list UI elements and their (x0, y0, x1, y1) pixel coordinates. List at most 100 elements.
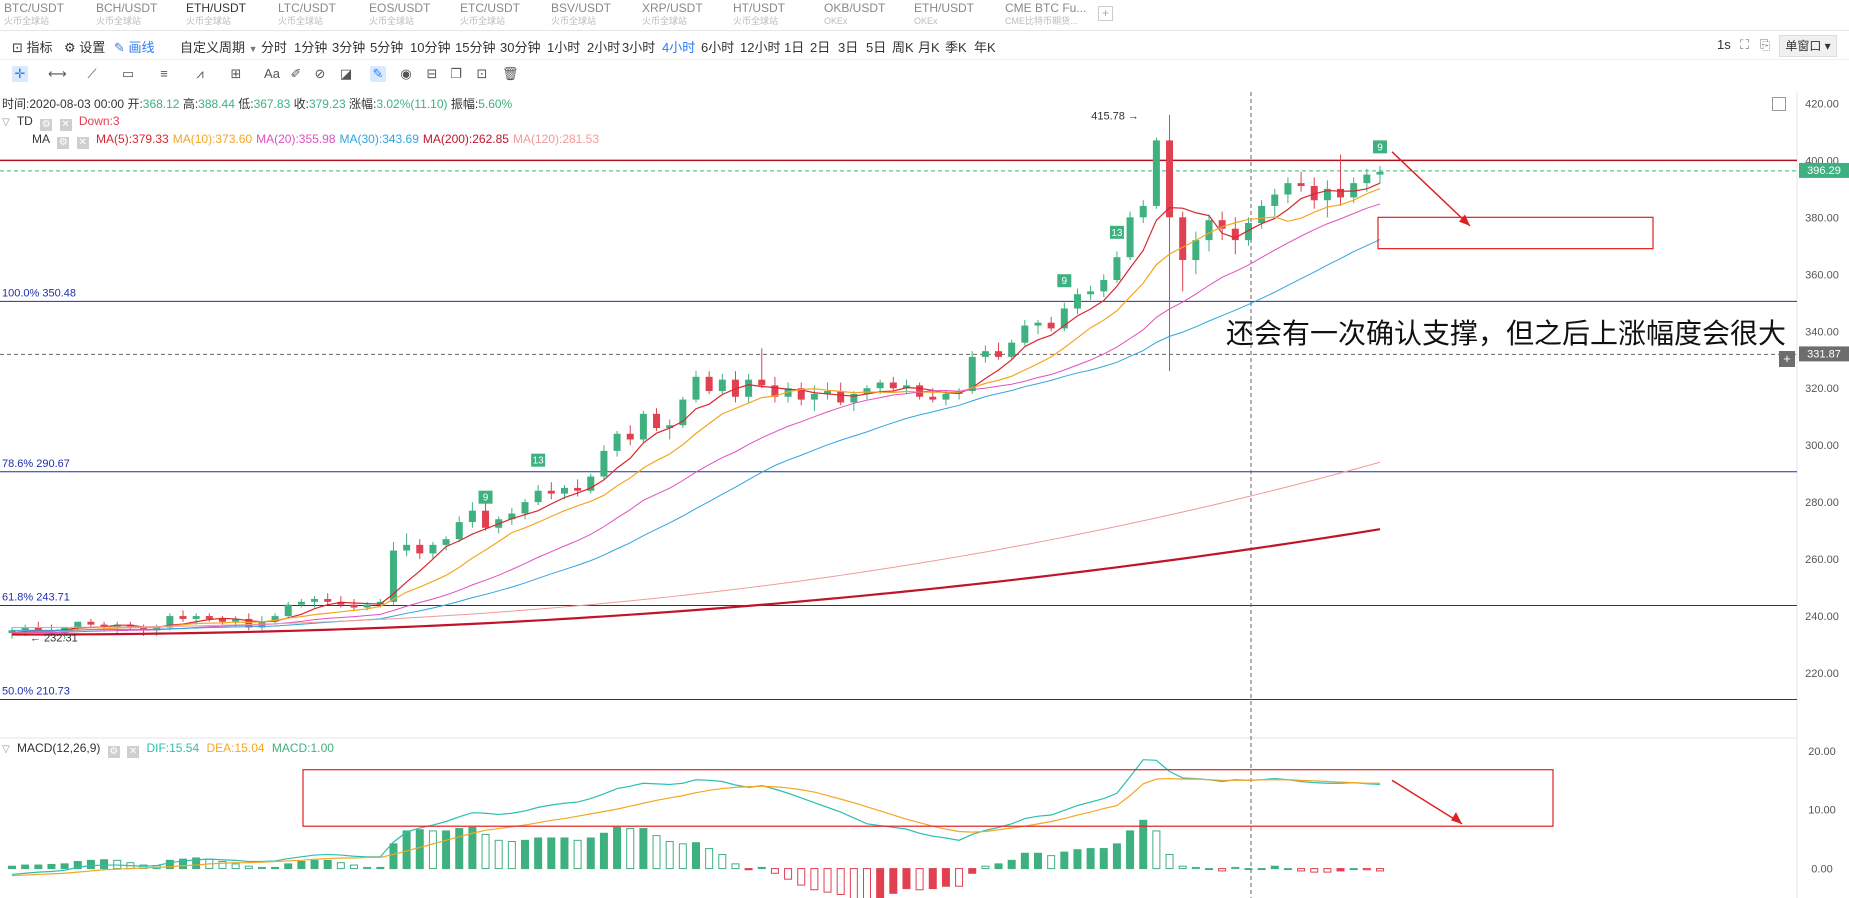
period-18[interactable]: 月K (918, 40, 940, 55)
magnet-tool-icon[interactable]: ⊘ (314, 66, 326, 81)
period-14[interactable]: 2日 (810, 40, 831, 55)
settings-button[interactable]: ⚙ 设置 (64, 37, 105, 56)
fib-label: 100.0% 350.48 (2, 287, 76, 299)
candle-body (639, 413, 647, 440)
tab-9[interactable]: OKB/USDT OKEx (824, 2, 885, 28)
tab-0[interactable]: BTC/USDT 火币全球站 (4, 2, 64, 28)
period-12[interactable]: 12小时 (740, 40, 781, 55)
add-alert-icon[interactable]: + (1779, 351, 1795, 367)
open-label: 开: (127, 97, 143, 111)
period-8[interactable]: 2小时 (587, 40, 621, 55)
td-name: TD (16, 114, 33, 128)
period-11[interactable]: 6小时 (701, 40, 735, 55)
tab-2[interactable]: ETH/USDT 火币全球站 (186, 2, 246, 28)
tab-4[interactable]: EOS/USDT 火币全球站 (369, 2, 430, 28)
candle-body (113, 624, 121, 628)
tab-10[interactable]: ETH/USDT OKEx (914, 2, 974, 28)
period-5[interactable]: 15分钟 (455, 40, 496, 55)
period-13[interactable]: 1日 (784, 40, 805, 55)
measure-tool-icon[interactable]: ⊞ (230, 66, 242, 81)
tab-3[interactable]: LTC/USDT 火币全球站 (278, 2, 336, 28)
candle-body (1166, 140, 1174, 218)
tab-7[interactable]: XRP/USDT 火币全球站 (642, 2, 703, 28)
pen-icon: ✎ (114, 40, 125, 55)
tab-11[interactable]: CME BTC Fu... CME比特币期货... (1005, 2, 1086, 28)
macd-bar (257, 866, 266, 870)
candle-body (350, 604, 358, 608)
period-19[interactable]: 季K (945, 40, 967, 55)
period-1[interactable]: 1分钟 (294, 40, 328, 55)
candle-body (218, 618, 226, 622)
text-tool-icon[interactable]: Aa (264, 66, 280, 81)
macd-bar (941, 868, 950, 887)
cross-price-tag (1799, 346, 1849, 362)
tab-8[interactable]: HT/USDT 火币全球站 (733, 2, 785, 28)
template-tool-icon[interactable]: ⊡ (476, 66, 488, 81)
custom-period-select[interactable]: 自定义周期 ▼ (180, 37, 258, 56)
period-4[interactable]: 10分钟 (410, 40, 451, 55)
screenshot-icon[interactable]: ⎘ (1760, 37, 1771, 52)
lock-tool-icon[interactable]: ⊟ (426, 66, 438, 81)
macd-bar (823, 868, 832, 893)
candle-body (1126, 217, 1134, 258)
period-9[interactable]: 3小时 (622, 40, 656, 55)
brush-tool-icon[interactable]: ✐ (290, 66, 302, 81)
wave-tool-icon[interactable]: ⩘ (196, 66, 204, 81)
price-tick-label: 320.00 (1805, 383, 1839, 395)
macd-legend: ▽ MACD(12,26,9) ⚙ ✕ DIF:15.54 DEA:15.04 … (2, 741, 338, 758)
crosshair-tool-icon[interactable]: ✛ (12, 66, 28, 82)
current-price-tag-label: 396.29 (1807, 165, 1841, 177)
tab-1[interactable]: BCH/USDT 火币全球站 (96, 2, 157, 28)
price-tick-label: 360.00 (1805, 269, 1839, 281)
period-toolbar: ⊡ 指标 ⚙ 设置 ✎ 画线 自定义周期 ▼ 分时 1分钟 3分钟 5分钟 10分钟 15… (0, 31, 1849, 60)
macd-arrow (1391, 779, 1463, 825)
gear-icon[interactable]: ⚙ (107, 746, 120, 758)
trend-line-tool-icon[interactable]: ⟋ (87, 66, 97, 81)
refresh-rate[interactable]: 1s (1717, 37, 1731, 52)
horizontal-line-tool-icon[interactable]: ⟷ (48, 66, 67, 81)
macd-bar (560, 837, 569, 870)
tab-label: OKB/USDT (824, 1, 886, 15)
period-7[interactable]: 1小时 (547, 40, 581, 55)
macd-bar (73, 861, 82, 870)
tab-6[interactable]: BSV/USDT 火币全球站 (551, 2, 611, 28)
period-0[interactable]: 分时 (261, 40, 288, 55)
candle-body (942, 393, 950, 400)
candle-body (192, 616, 200, 619)
close-icon[interactable]: ✕ (127, 746, 140, 758)
macd-bar (1297, 868, 1306, 872)
ruler-tool-icon[interactable]: ◪ (339, 66, 353, 81)
tab-5[interactable]: ETC/USDT 火币全球站 (460, 2, 520, 28)
macd-bar (928, 868, 937, 890)
period-6[interactable]: 30分钟 (500, 40, 541, 55)
period-20[interactable]: 年K (974, 40, 996, 55)
continuous-draw-tool-icon[interactable]: ✎ (370, 66, 386, 82)
collapse-icon[interactable]: ▽ (2, 744, 10, 755)
parallel-channel-tool-icon[interactable]: ≡ (160, 66, 168, 81)
chart-annotation: 还会有一次确认支撑，但之后上涨幅度会很大 (1226, 317, 1787, 350)
gear-icon[interactable]: ⚙ (57, 137, 70, 149)
period-16[interactable]: 5日 (866, 40, 887, 55)
close-icon[interactable]: ✕ (59, 119, 72, 131)
add-tab-icon[interactable]: + (1098, 6, 1113, 21)
period-17[interactable]: 周K (892, 40, 914, 55)
fullscreen-icon[interactable]: ⛶ (1740, 37, 1750, 52)
close-icon[interactable]: ✕ (76, 137, 89, 149)
copy-tool-icon[interactable]: ❐ (450, 66, 462, 81)
delete-tool-icon[interactable]: 🗑 (502, 66, 519, 81)
window-mode-button[interactable]: 单窗口 ▾ (1779, 35, 1837, 57)
period-3[interactable]: 5分钟 (370, 40, 404, 55)
draw-button[interactable]: ✎ 画线 (114, 37, 155, 56)
candle-body (929, 396, 937, 400)
period-10[interactable]: 4小时 (662, 40, 696, 55)
period-15[interactable]: 3日 (838, 40, 859, 55)
collapse-icon[interactable]: ▽ (2, 117, 10, 128)
indicator-button[interactable]: ⊡ 指标 (12, 37, 53, 56)
period-2[interactable]: 3分钟 (332, 40, 366, 55)
tab-exchange: 火币全球站 (369, 16, 415, 26)
expand-chart-icon[interactable] (1772, 97, 1786, 111)
visibility-tool-icon[interactable]: ◉ (400, 66, 412, 81)
rectangle-tool-icon[interactable]: ▭ (121, 66, 135, 81)
gear-icon[interactable]: ⚙ (40, 119, 53, 131)
